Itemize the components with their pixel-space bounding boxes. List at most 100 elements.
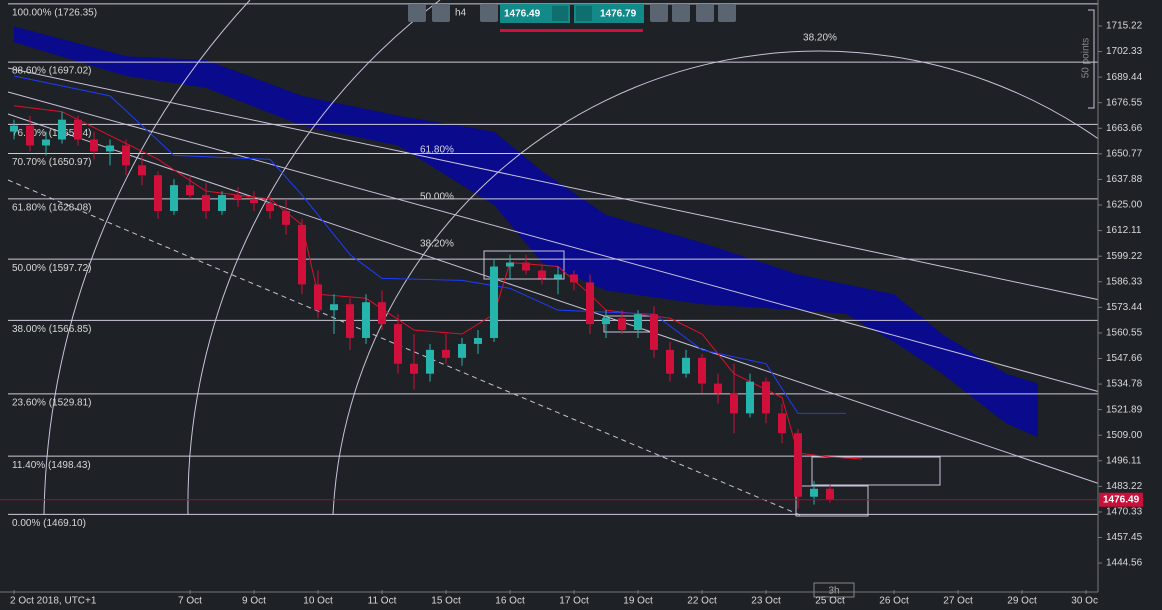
fib-label: 23.60% (1529.81) (12, 398, 92, 409)
box (795, 485, 869, 517)
fib-arc (43, 0, 251, 516)
candle-body (762, 381, 770, 414)
sell-arrow[interactable] (552, 6, 568, 21)
candle-body (490, 266, 498, 338)
candle-body (378, 302, 386, 325)
candle-body (346, 304, 354, 338)
candle-body (330, 304, 338, 311)
candle-body (458, 343, 466, 358)
x-tick-label: 23 Oct (751, 596, 781, 607)
candle-body (410, 363, 418, 374)
y-tick-label: 1496.11 (1106, 455, 1142, 466)
y-tick-label: 1599.22 (1106, 251, 1143, 262)
y-tick-label: 1625.00 (1106, 200, 1143, 211)
chart-type-button[interactable] (480, 4, 498, 22)
y-tick-label: 1586.33 (1106, 276, 1143, 287)
fan-line (7, 91, 1101, 393)
candle-body (394, 324, 402, 364)
arc-label: 38.20% (803, 33, 837, 44)
candle-body (602, 318, 610, 325)
time-marker-box (813, 582, 855, 598)
y-tick-label: 1637.88 (1106, 174, 1143, 185)
candle-body (106, 145, 114, 152)
candle-body (42, 139, 50, 146)
candle-body (618, 318, 626, 331)
candle-body (186, 185, 194, 196)
candle-body (74, 119, 82, 140)
y-tick-label: 1573.44 (1106, 302, 1143, 313)
fan-line (7, 67, 1101, 301)
candle-body (90, 139, 98, 152)
fan-label: 61.80% (420, 145, 454, 156)
candle-body (202, 195, 210, 211)
candle-body (170, 185, 178, 211)
y-tick-label: 1676.55 (1106, 97, 1143, 108)
candle-body (778, 413, 786, 434)
y-tick-label: 1509.00 (1106, 430, 1143, 441)
y-tick-label: 1702.33 (1106, 46, 1143, 57)
cloud (14, 26, 1038, 438)
x-tick-label: 22 Oct (687, 596, 717, 607)
x-tick-label: 10 Oct (303, 596, 333, 607)
price-axis (1098, 0, 1162, 610)
candle-body (730, 393, 738, 414)
y-tick-label: 1715.22 (1106, 21, 1143, 32)
x-tick-label: 2 Oct 2018, UTC+1 (10, 596, 97, 607)
fan-label: 50.00% (420, 192, 454, 203)
zoom-button[interactable] (408, 4, 426, 22)
tool-button[interactable] (696, 4, 714, 22)
timeframe[interactable]: h4 (455, 8, 467, 19)
fib-label: 11.40% (1498.43) (12, 460, 91, 471)
tool-button[interactable] (672, 4, 690, 22)
y-tick-label: 1534.78 (1106, 379, 1143, 390)
tool-button[interactable] (650, 4, 668, 22)
x-tick-label: 26 Oct (879, 596, 909, 607)
candle-body (138, 165, 146, 176)
candle-body (666, 349, 674, 374)
tool-button[interactable] (718, 4, 736, 22)
box (483, 250, 565, 280)
candle-body (218, 195, 226, 211)
y-tick-label: 1650.77 (1106, 149, 1143, 160)
buy-arrow[interactable] (576, 6, 592, 21)
fib-arc (332, 50, 1101, 516)
fib-label: 70.70% (1650.97) (12, 157, 92, 168)
candle-body (586, 282, 594, 325)
range-label: 50 points (1081, 38, 1092, 79)
buy-price[interactable]: 1476.79 (600, 9, 637, 20)
candle-body (442, 349, 450, 358)
fib-arc (187, 0, 441, 516)
underline (500, 29, 643, 32)
x-tick-label: 15 Oct (431, 596, 461, 607)
candle-body (362, 302, 370, 338)
x-tick-label: 11 Oct (368, 596, 397, 607)
candle-body (522, 262, 530, 271)
candle-body (26, 125, 34, 146)
y-tick-label: 1547.66 (1106, 353, 1143, 364)
y-tick-label: 1521.89 (1106, 404, 1143, 415)
candle-body (250, 199, 258, 204)
fib-label: 38.00% (1566.85) (12, 324, 92, 335)
sell-price[interactable]: 1476.49 (504, 9, 541, 20)
last-price-tag (1099, 492, 1143, 507)
candle-body (570, 274, 578, 283)
candle-body (122, 145, 130, 166)
candle-body (298, 224, 306, 285)
fib-label: 100.00% (1726.35) (12, 8, 97, 19)
y-tick-label: 1444.56 (1106, 558, 1143, 569)
candle-body (746, 381, 754, 414)
candle-body (714, 383, 722, 394)
toolbar[interactable]: h4 1476.49 1476.79 (408, 4, 736, 32)
candle-body (10, 125, 18, 132)
x-tick-label: 19 Oct (623, 596, 653, 607)
time-marker: 3h (828, 586, 839, 597)
tool-button[interactable] (432, 4, 450, 22)
indicator-line (13, 75, 846, 414)
candle-body (826, 488, 834, 500)
y-tick-label: 1457.45 (1106, 532, 1143, 543)
fib-label: 50.00% (1597.72) (12, 263, 92, 274)
y-tick-label: 1483.22 (1106, 481, 1143, 492)
candle-body (426, 349, 434, 374)
x-tick-label: 17 Oct (559, 596, 589, 607)
